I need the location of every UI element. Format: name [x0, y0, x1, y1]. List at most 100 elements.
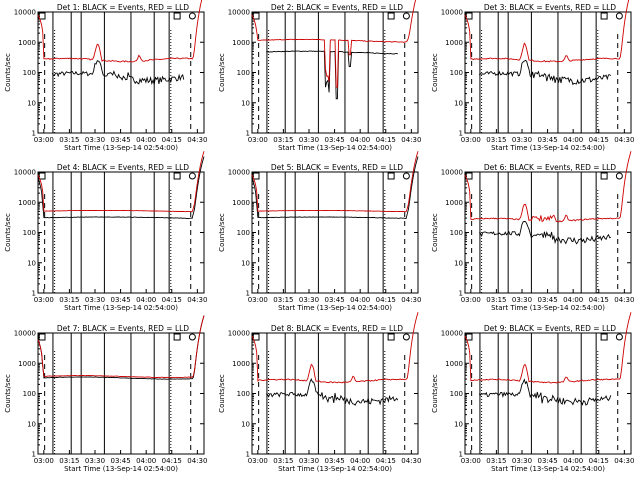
corner-marker	[387, 12, 395, 20]
y-tick-label: 100	[237, 390, 250, 398]
y-tick-label: 10000	[228, 330, 250, 338]
x-tick-label: 03:45	[110, 296, 130, 304]
corner-marker	[188, 172, 196, 180]
x-axis-label: Start Time (13-Sep-14 02:54:00)	[491, 144, 605, 152]
series-events	[478, 59, 612, 86]
y-tick-label: 10	[27, 420, 36, 428]
corner-marker	[173, 12, 181, 20]
x-tick-label: 03:30	[85, 136, 105, 144]
y-axis-label: Counts/sec	[431, 53, 439, 92]
x-tick-label: 03:15	[273, 457, 293, 465]
x-tick-label: 04:00	[563, 136, 583, 144]
x-tick-label: 04:15	[589, 457, 609, 465]
y-tick-label: 10000	[14, 330, 36, 338]
plot-frame	[251, 171, 419, 294]
x-tick-label: 04:15	[376, 457, 396, 465]
x-tick-label: 03:00	[461, 136, 481, 144]
y-axis-label: Counts/sec	[4, 53, 12, 92]
y-axis-label: Counts/sec	[4, 374, 12, 413]
x-tick-label: 03:45	[324, 457, 344, 465]
y-tick-label: 100	[450, 390, 463, 398]
x-tick-label: 04:00	[350, 296, 370, 304]
x-tick-label: 03:45	[537, 136, 557, 144]
series-events	[478, 378, 612, 406]
x-tick-label: 04:15	[589, 136, 609, 144]
y-tick-label: 1000	[232, 199, 250, 207]
y-tick-label: 10000	[441, 169, 463, 177]
y-tick-label: 1	[246, 290, 250, 298]
x-tick-label: 04:00	[350, 136, 370, 144]
series-lld	[464, 312, 632, 384]
x-tick-label: 04:30	[614, 296, 634, 304]
x-tick-label: 03:30	[85, 457, 105, 465]
y-tick-label: 10000	[14, 9, 36, 17]
y-tick-label: 10	[27, 259, 36, 267]
y-tick-label: 10	[454, 259, 463, 267]
y-tick-label: 10000	[441, 330, 463, 338]
y-tick-label: 10	[454, 420, 463, 428]
y-tick-label: 1	[32, 290, 36, 298]
plot-panel: Det 8: BLACK = Events, RED = LLD 1 10 100 10…	[218, 312, 421, 473]
y-tick-label: 10000	[441, 9, 463, 17]
x-axis-label: Start Time (13-Sep-14 02:54:00)	[64, 465, 178, 473]
y-tick-label: 10	[241, 259, 250, 267]
x-axis-label: Start Time (13-Sep-14 02:54:00)	[491, 465, 605, 473]
x-tick-label: 03:30	[512, 457, 532, 465]
series-events	[265, 377, 399, 406]
plot-panel: Det 6: BLACK = Events, RED = LLD 1 10 100 10…	[431, 151, 634, 312]
corner-marker	[600, 333, 608, 341]
y-tick-label: 1	[459, 290, 463, 298]
corner-marker	[615, 333, 623, 341]
corner-marker	[402, 333, 410, 341]
x-tick-label: 04:30	[614, 457, 634, 465]
y-axis-label: Counts/sec	[218, 213, 226, 252]
y-axis-label: Counts/sec	[218, 374, 226, 413]
x-tick-label: 04:30	[401, 296, 421, 304]
series-lld	[37, 315, 205, 379]
series-lld	[37, 0, 203, 63]
corner-marker	[38, 333, 46, 341]
y-tick-label: 1000	[18, 39, 36, 47]
series-events	[479, 220, 611, 245]
x-axis-label: Start Time (13-Sep-14 02:54:00)	[491, 304, 605, 312]
plot-title: Det 8: BLACK = Events, RED = LLD	[271, 324, 403, 333]
y-tick-label: 1	[246, 130, 250, 138]
corner-marker	[402, 12, 410, 20]
y-tick-label: 1000	[232, 360, 250, 368]
x-tick-label: 03:30	[299, 136, 319, 144]
corner-marker	[615, 12, 623, 20]
x-tick-label: 03:00	[248, 136, 268, 144]
y-tick-label: 1000	[232, 39, 250, 47]
x-tick-label: 04:15	[162, 136, 182, 144]
corner-marker	[402, 172, 410, 180]
x-tick-label: 04:00	[563, 457, 583, 465]
x-tick-label: 03:15	[59, 296, 79, 304]
series-lld	[37, 151, 205, 213]
plot-panel: Det 9: BLACK = Events, RED = LLD 1 10 100 10…	[431, 312, 634, 473]
series-events	[51, 60, 185, 85]
x-tick-label: 03:30	[85, 296, 105, 304]
y-tick-label: 100	[237, 229, 250, 237]
x-tick-label: 04:00	[136, 136, 156, 144]
plot-panel: Det 5: BLACK = Events, RED = LLD 1 10 100 10…	[218, 151, 421, 312]
x-tick-label: 04:30	[614, 136, 634, 144]
corner-marker	[173, 333, 181, 341]
x-tick-label: 04:00	[563, 296, 583, 304]
corner-marker	[173, 172, 181, 180]
series-lld	[251, 151, 419, 213]
plot-panel: Det 7: BLACK = Events, RED = LLD 1 10 100 10…	[4, 315, 207, 473]
plot-panel: Det 1: BLACK = Events, RED = LLD 1 10 100 10…	[4, 0, 207, 152]
x-tick-label: 04:30	[401, 136, 421, 144]
y-tick-label: 100	[237, 69, 250, 77]
y-tick-label: 1000	[445, 199, 463, 207]
y-tick-label: 10000	[228, 9, 250, 17]
series-lld	[464, 151, 632, 223]
y-tick-label: 1	[246, 451, 250, 459]
y-tick-label: 100	[450, 69, 463, 77]
x-tick-label: 03:30	[512, 136, 532, 144]
series-events	[37, 315, 205, 380]
x-tick-label: 03:00	[248, 296, 268, 304]
y-axis-label: Counts/sec	[4, 213, 12, 252]
series-events	[37, 156, 205, 219]
